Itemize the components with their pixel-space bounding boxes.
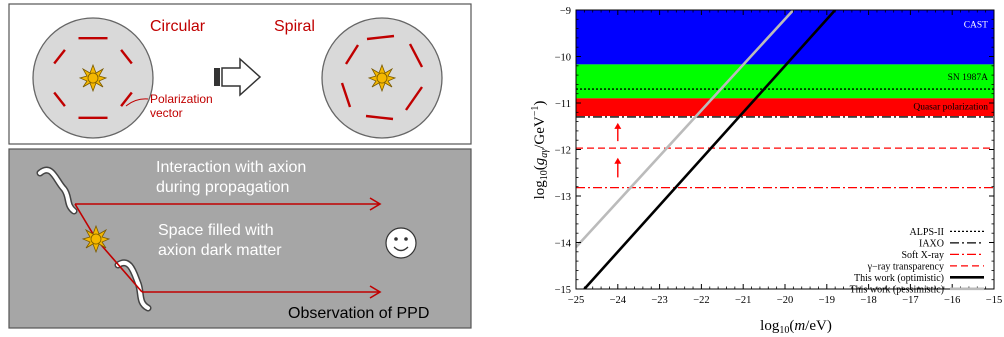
legend-label: γ−ray transparency <box>867 261 944 272</box>
sun-icon <box>367 63 397 93</box>
y-tick-label: −10 <box>555 53 571 64</box>
legend-label: This work (pessimistic) <box>850 284 944 295</box>
band-sn-1987a <box>576 64 994 99</box>
y-tick-label: −14 <box>555 239 572 250</box>
x-tick-label: −15 <box>986 295 1002 306</box>
y-tick-label: −9 <box>560 6 571 17</box>
spiral-label: Spiral <box>274 18 315 35</box>
constraint-arrow-head <box>614 157 622 164</box>
svg-text:log10(m/eV): log10(m/eV) <box>760 318 832 336</box>
band-label: Quasar polarization <box>913 103 988 113</box>
space-line2: axion dark matter <box>158 242 282 259</box>
band-quasar-polarization <box>576 98 994 117</box>
sun-icon <box>78 63 108 93</box>
spiral-disk <box>321 17 443 139</box>
propagation-rays <box>74 197 382 299</box>
svg-text:log10(gaγ/GeV−1): log10(gaγ/GeV−1) <box>530 101 550 200</box>
axes: −25 −24 −23 −22 −21 −20 −19 −18 −17 −16 −15 −15 −14 −… <box>555 6 1003 306</box>
polarization-label-line1: Polarization <box>150 92 213 106</box>
x-tick-label: −18 <box>860 295 876 306</box>
schematic-svg: Circular Polarization vector Spiral <box>8 3 472 329</box>
x-tick-label: −20 <box>777 295 793 306</box>
x-tick-label: −25 <box>568 295 584 306</box>
polarization-leader <box>125 98 149 107</box>
series-this-work-pessimistic- <box>576 10 795 249</box>
y-tick-label: −15 <box>555 285 571 296</box>
circular-label: Circular <box>150 18 206 35</box>
legend-label: Soft X-ray <box>902 250 945 261</box>
x-tick-label: −22 <box>693 295 709 306</box>
y-axis-label: log10(gaγ/GeV−1) <box>530 101 550 200</box>
circular-disk <box>32 17 154 139</box>
band-label: CAST <box>964 21 988 31</box>
interaction-line1: Interaction with axion <box>156 159 306 176</box>
plot-area: CAST SN 1987A Quasar polarization <box>576 10 994 289</box>
observation-label: Observation of PPD <box>288 305 429 322</box>
smiley-icon <box>385 227 417 259</box>
x-tick-label: −19 <box>819 295 835 306</box>
band-label: SN 1987A <box>948 73 989 83</box>
polarization-label-line2: vector <box>150 106 183 120</box>
x-tick-label: −17 <box>902 295 918 306</box>
y-tick-label: −12 <box>555 146 571 157</box>
circular-polarization-vectors <box>53 37 133 120</box>
spiral-polarization-vectors <box>340 34 424 121</box>
schematic-figure: Circular Polarization vector Spiral <box>8 3 472 329</box>
legend-label: This work (optimistic) <box>854 273 944 284</box>
x-tick-label: −24 <box>610 295 627 306</box>
space-line1: Space filled with <box>158 222 274 239</box>
y-tick-label: −13 <box>555 192 571 203</box>
x-tick-label: −21 <box>735 295 751 306</box>
x-tick-label: −16 <box>944 295 960 306</box>
y-tick-label: −11 <box>555 99 571 110</box>
interaction-line2: during propagation <box>156 179 289 196</box>
right-arrow-icon <box>214 57 262 97</box>
sun-icon <box>81 224 111 254</box>
x-tick-label: −23 <box>651 295 667 306</box>
constraint-arrow-head <box>614 122 622 129</box>
constraint-chart: CAST SN 1987A Quasar polarization −25 −24 −2… <box>518 0 1004 337</box>
series-this-work-optimistic- <box>583 10 837 289</box>
x-axis-label: log10(m/eV) <box>760 318 832 336</box>
legend-label: IAXO <box>919 238 944 249</box>
legend-label: ALPS-II <box>910 227 944 238</box>
